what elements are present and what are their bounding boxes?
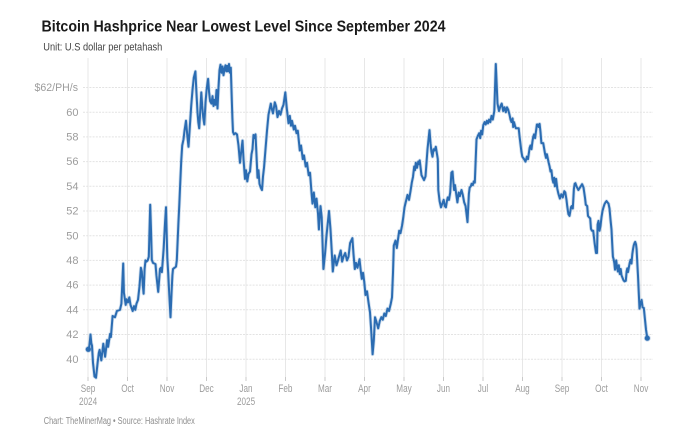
svg-text:Nov: Nov: [160, 383, 175, 395]
svg-text:Unit: U.S dollar per petahash: Unit: U.S dollar per petahash: [43, 41, 162, 53]
svg-text:Sep: Sep: [81, 383, 96, 395]
svg-text:Feb: Feb: [278, 383, 292, 395]
svg-text:Bitcoin Hashprice Near Lowest: Bitcoin Hashprice Near Lowest Level Sinc…: [42, 18, 446, 35]
svg-text:50: 50: [66, 230, 78, 242]
svg-text:46: 46: [66, 280, 78, 292]
svg-text:Jan: Jan: [239, 383, 252, 395]
svg-text:Aug: Aug: [515, 383, 530, 395]
svg-text:Jul: Jul: [478, 383, 488, 395]
svg-text:Mar: Mar: [318, 383, 332, 395]
svg-text:$62/PH/s: $62/PH/s: [35, 82, 79, 94]
svg-text:60: 60: [66, 107, 78, 119]
svg-text:48: 48: [66, 255, 78, 267]
svg-text:Oct: Oct: [595, 383, 608, 395]
svg-text:Dec: Dec: [199, 383, 214, 395]
svg-text:Sep: Sep: [555, 383, 570, 395]
svg-text:Apr: Apr: [358, 383, 371, 395]
svg-text:Nov: Nov: [634, 383, 649, 395]
svg-text:2025: 2025: [237, 396, 255, 408]
svg-text:44: 44: [66, 304, 78, 316]
svg-text:42: 42: [66, 329, 78, 341]
svg-text:54: 54: [66, 181, 78, 193]
svg-text:Oct: Oct: [121, 383, 134, 395]
svg-text:2024: 2024: [79, 396, 97, 408]
svg-text:Chart: TheMinerMag • Source: H: Chart: TheMinerMag • Source: Hashrate In…: [44, 416, 195, 427]
svg-text:40: 40: [66, 354, 78, 366]
svg-text:May: May: [396, 383, 412, 395]
svg-text:56: 56: [66, 156, 78, 168]
svg-text:52: 52: [66, 206, 78, 218]
svg-text:Jun: Jun: [437, 383, 450, 395]
svg-text:58: 58: [66, 132, 78, 144]
